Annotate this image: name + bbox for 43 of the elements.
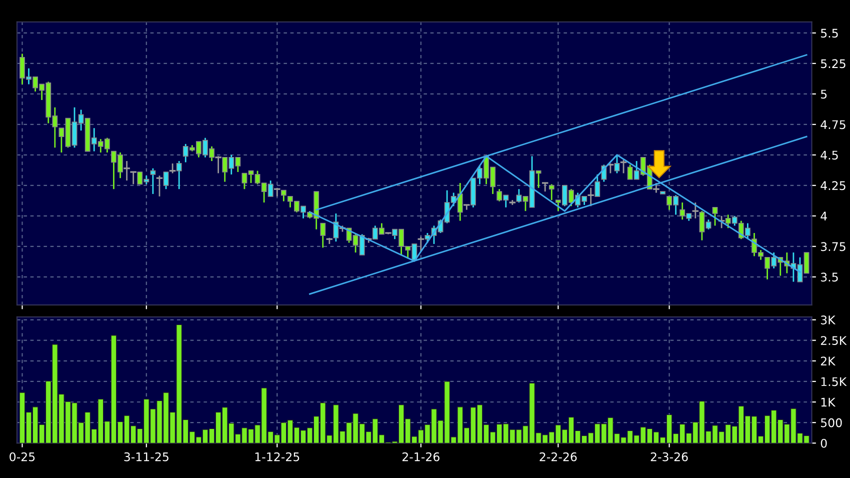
y-tick-label: 0	[820, 438, 827, 448]
y-tick-label: 2.5K	[820, 336, 847, 345]
x-tick-label: 0-25	[10, 452, 35, 462]
y-tick-label: 3.5	[820, 272, 838, 282]
candlestick	[712, 206, 718, 226]
y-tick-label: 2K	[820, 356, 836, 366]
x-tick-label: 2-3-26	[650, 452, 688, 462]
y-tick-label: 5.25	[820, 59, 846, 68]
candlestick	[588, 187, 594, 207]
candlestick	[542, 182, 548, 192]
candlestick	[614, 154, 620, 174]
y-tick-label: 3.75	[820, 242, 846, 252]
candlestick	[176, 160, 182, 190]
y-tick-label: 4.75	[820, 120, 846, 130]
candlestick	[594, 174, 600, 198]
candlestick	[169, 162, 176, 174]
x-tick-label: 1-12-25	[255, 452, 300, 462]
candlestick	[333, 212, 339, 242]
y-tick-label: 4.25	[820, 181, 846, 190]
y-tick-label: 1.5K	[821, 377, 847, 386]
y-tick-label: 1K	[821, 398, 836, 406]
candlestick	[320, 222, 326, 248]
candlestick	[653, 182, 660, 194]
y-tick-label: 3K	[820, 316, 836, 324]
candlestick	[156, 174, 163, 198]
candlestick	[692, 202, 699, 220]
candlestick	[130, 171, 136, 185]
y-tick-label: 4.5	[820, 150, 838, 160]
x-tick-label: 2-2-26	[540, 452, 577, 462]
candlestick	[620, 159, 627, 174]
candlestick	[215, 155, 222, 174]
y-tick-label: 5	[820, 90, 827, 99]
candlestick	[418, 236, 424, 252]
candlestick	[280, 190, 286, 202]
candlestick	[124, 160, 130, 182]
candlestick	[548, 184, 554, 201]
y-tick-label: 5.5	[820, 28, 838, 38]
x-tick-label: 2-1-26	[402, 452, 440, 462]
y-tick-label: 4	[820, 212, 827, 220]
y-tick-label: 500	[820, 418, 842, 428]
x-tick-label: 3-11-25	[124, 452, 168, 462]
candlestick	[163, 171, 169, 190]
candlestick	[150, 168, 156, 195]
